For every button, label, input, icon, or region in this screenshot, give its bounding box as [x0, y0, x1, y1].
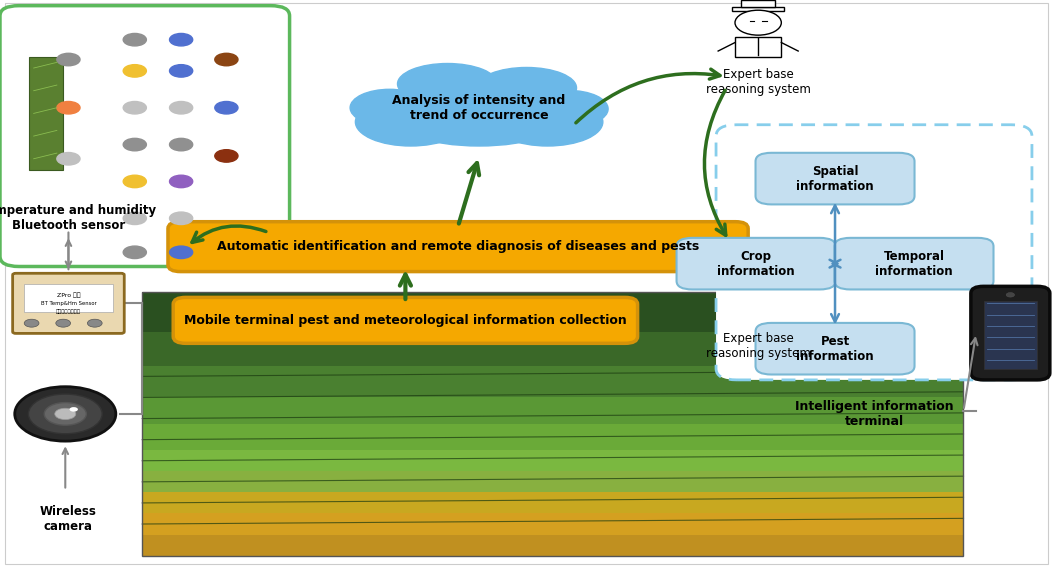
Circle shape [87, 319, 102, 327]
Circle shape [123, 175, 146, 188]
Bar [142, 366, 963, 397]
Circle shape [170, 246, 193, 259]
FancyBboxPatch shape [0, 6, 290, 266]
Bar [142, 450, 963, 471]
Bar [142, 292, 963, 332]
Text: Wireless
camera: Wireless camera [40, 505, 97, 533]
Circle shape [56, 319, 71, 327]
FancyBboxPatch shape [677, 238, 836, 289]
Text: Mobile terminal pest and meteorological information collection: Mobile terminal pest and meteorological … [184, 314, 627, 327]
Text: Automatic identification and remote diagnosis of diseases and pests: Automatic identification and remote diag… [217, 240, 699, 253]
FancyBboxPatch shape [756, 323, 915, 374]
Text: BT Temp&Hm Sensor: BT Temp&Hm Sensor [41, 301, 96, 306]
Bar [142, 514, 963, 535]
Text: Temperature and humidity
Bluetooth sensor: Temperature and humidity Bluetooth senso… [0, 204, 157, 232]
FancyBboxPatch shape [834, 238, 994, 289]
Circle shape [57, 101, 80, 114]
Circle shape [170, 65, 193, 77]
Circle shape [123, 101, 146, 114]
FancyBboxPatch shape [173, 297, 638, 344]
Bar [142, 332, 963, 366]
FancyBboxPatch shape [13, 273, 124, 333]
Circle shape [170, 138, 193, 151]
Bar [142, 292, 963, 556]
Bar [29, 57, 63, 170]
FancyBboxPatch shape [756, 153, 915, 204]
Text: Intelligent information
terminal: Intelligent information terminal [795, 400, 953, 428]
Circle shape [44, 403, 86, 425]
Ellipse shape [388, 81, 572, 146]
Bar [142, 397, 963, 424]
FancyBboxPatch shape [971, 286, 1050, 380]
Circle shape [57, 153, 80, 165]
Bar [732, 7, 784, 11]
Circle shape [215, 101, 238, 114]
Ellipse shape [493, 98, 603, 146]
Circle shape [24, 319, 39, 327]
FancyBboxPatch shape [716, 125, 1032, 380]
Circle shape [215, 150, 238, 162]
Text: Crop
information: Crop information [717, 249, 795, 278]
Text: ZPro 蓝星: ZPro 蓝星 [57, 292, 80, 298]
Bar [142, 535, 963, 556]
Bar [142, 471, 963, 492]
Bar [142, 492, 963, 514]
Circle shape [170, 101, 193, 114]
Ellipse shape [476, 67, 577, 108]
Text: Expert base
reasoning system: Expert base reasoning system [706, 68, 811, 96]
Circle shape [170, 175, 193, 188]
Circle shape [170, 33, 193, 46]
Text: Pest
information: Pest information [796, 335, 874, 363]
Circle shape [1007, 293, 1015, 297]
Circle shape [15, 387, 116, 441]
Circle shape [123, 138, 146, 151]
Circle shape [123, 65, 146, 77]
Text: Expert base
reasoning system: Expert base reasoning system [706, 332, 811, 360]
Circle shape [215, 53, 238, 66]
Circle shape [57, 53, 80, 66]
Circle shape [123, 246, 146, 259]
Bar [984, 301, 1037, 369]
Bar [142, 424, 963, 450]
Bar [24, 284, 113, 312]
Text: Spatial
information: Spatial information [796, 164, 874, 193]
Ellipse shape [398, 64, 498, 104]
Circle shape [735, 10, 781, 35]
Circle shape [28, 394, 102, 434]
FancyBboxPatch shape [167, 222, 749, 272]
Ellipse shape [350, 89, 430, 126]
Circle shape [123, 33, 146, 46]
Circle shape [123, 212, 146, 225]
Circle shape [170, 212, 193, 225]
Circle shape [55, 408, 76, 420]
Ellipse shape [356, 98, 465, 146]
Text: 蓝牙温湿度传感器: 蓝牙温湿度传感器 [56, 309, 81, 314]
Bar [741, 0, 775, 7]
Bar [735, 37, 781, 57]
Circle shape [69, 407, 78, 412]
Ellipse shape [530, 90, 609, 128]
Text: Analysis of intensity and
trend of occurrence: Analysis of intensity and trend of occur… [393, 94, 565, 122]
Text: Temporal
information: Temporal information [875, 249, 953, 278]
